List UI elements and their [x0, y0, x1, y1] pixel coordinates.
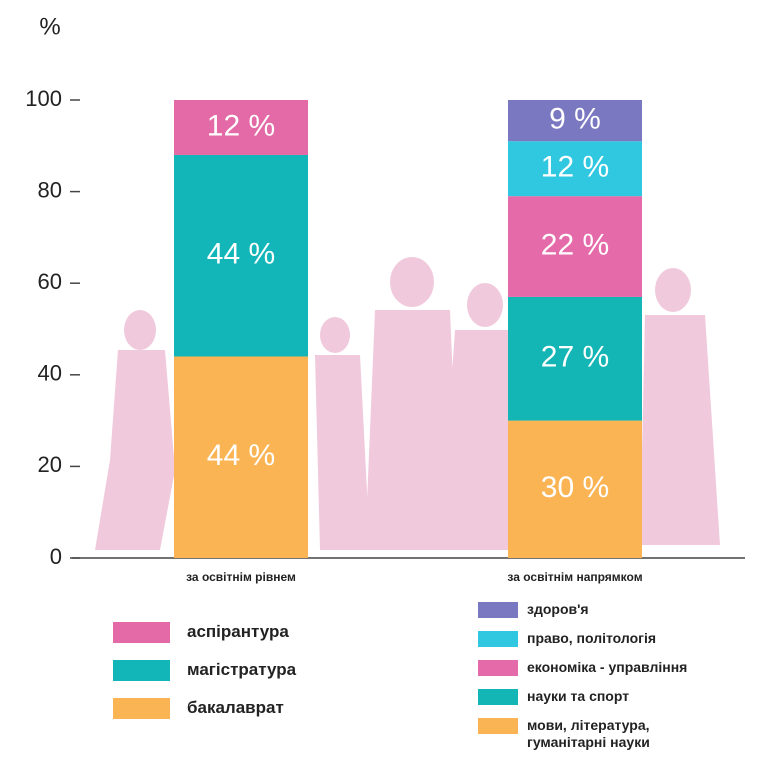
legend-label: магістратура: [187, 659, 296, 680]
data-label: 12 %: [207, 109, 275, 142]
legend-swatch: [478, 631, 518, 647]
x-tick-label: за освітнім напрямком: [507, 570, 642, 584]
y-axis-label: %: [39, 13, 60, 40]
y-tick-label: 0: [50, 544, 62, 569]
data-label: 12 %: [541, 151, 609, 184]
legend-label: бакалаврат: [187, 697, 284, 718]
page: % 0 20 40 60 80 100 за освітнім рівнем 44 % 44 %…: [0, 0, 777, 759]
legend-label: аспірантура: [187, 621, 289, 642]
data-label: 44 %: [207, 439, 275, 472]
y-tick-label: 60: [38, 269, 62, 294]
data-label: 9 %: [549, 103, 601, 136]
legend-swatch: [113, 698, 170, 719]
legend-swatch: [113, 622, 170, 643]
y-tick-label: 40: [38, 361, 62, 386]
legend-label: мови, література, гуманітарні науки: [527, 717, 650, 752]
x-tick-label: за освітнім рівнем: [186, 570, 296, 584]
legend-swatch: [113, 660, 170, 681]
legend-swatch: [478, 660, 518, 676]
data-label: 22 %: [541, 228, 609, 261]
legend-label: право, політологія: [527, 630, 656, 648]
y-tick-label: 20: [38, 452, 62, 477]
data-label: 44 %: [207, 238, 275, 271]
legend-swatch: [478, 718, 518, 734]
chart: % 0 20 40 60 80 100 за освітнім рівнем 44 % 44 %…: [0, 0, 777, 759]
data-label: 30 %: [541, 471, 609, 504]
legend-label: здоров'я: [527, 601, 589, 619]
legend-swatch: [478, 602, 518, 618]
legend-label: економіка - управління: [527, 659, 687, 677]
legend-swatch: [478, 689, 518, 705]
data-label: 27 %: [541, 341, 609, 374]
legend-label: науки та спорт: [527, 688, 629, 706]
y-tick-label: 80: [38, 177, 62, 202]
y-tick-label: 100: [25, 86, 62, 111]
